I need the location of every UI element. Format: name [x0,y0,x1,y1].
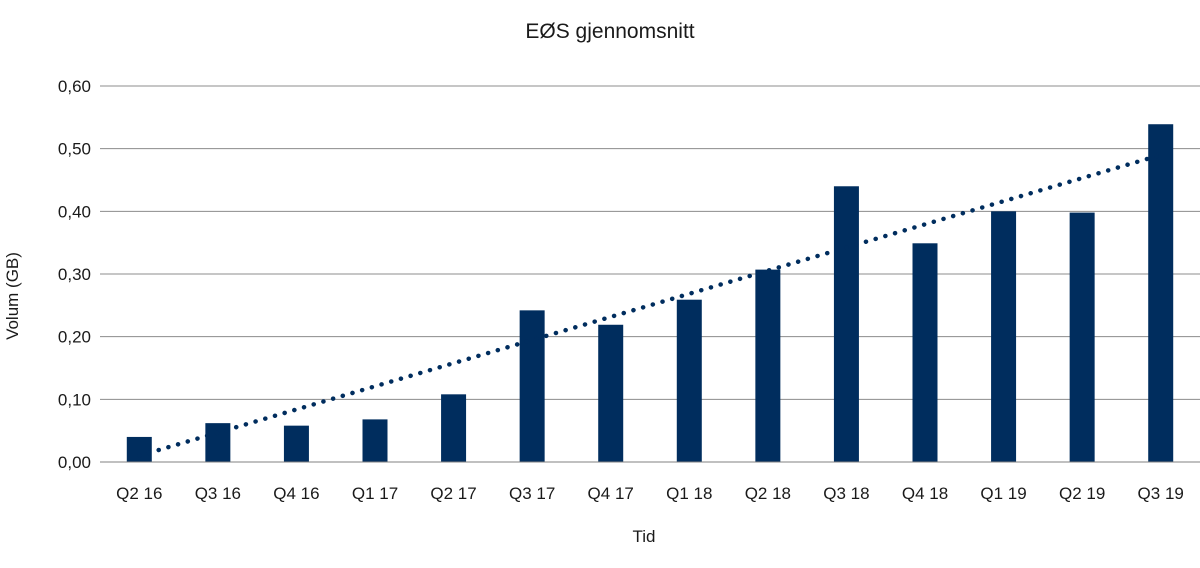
x-tick-label: Q3 18 [823,484,869,503]
y-tick-label: 0,30 [58,265,91,284]
x-tick-label: Q2 19 [1059,484,1105,503]
chart-title: EØS gjennomsnitt [525,20,694,43]
x-tick-label: Q4 18 [902,484,948,503]
y-axis-title: Volum (GB) [3,252,22,340]
x-tick-label: Q3 19 [1138,484,1184,503]
y-tick-label: 0,50 [58,140,91,159]
bar [283,425,309,462]
x-tick-label: Q1 19 [980,484,1026,503]
x-tick-label: Q4 17 [588,484,634,503]
bar [1148,124,1174,462]
bar [362,419,388,462]
x-tick-label: Q3 17 [509,484,555,503]
bar [912,243,938,462]
bar [1069,212,1095,462]
bar [519,310,545,462]
bar [676,299,702,462]
y-tick-label: 0,10 [58,390,91,409]
x-tick-label: Q4 16 [273,484,319,503]
bar [441,394,467,462]
y-tick-label: 0,60 [58,77,91,96]
bars [126,124,1174,462]
bar [991,211,1017,462]
y-tick-label: 0,20 [58,328,91,347]
x-tick-label: Q2 16 [116,484,162,503]
y-axis-ticks: 0,00 0,10 0,20 0,30 0,40 0,50 0,60 [58,77,91,472]
bar [126,436,152,462]
gridlines [100,85,1200,400]
y-tick-label: 0,40 [58,202,91,221]
trendline-line [137,152,1163,458]
x-tick-label: Q3 16 [195,484,241,503]
x-tick-label: Q2 17 [430,484,476,503]
bar [833,186,859,462]
x-tick-label: Q1 17 [352,484,398,503]
y-tick-label: 0,00 [58,453,91,472]
x-tick-label: Q1 18 [666,484,712,503]
x-tick-label: Q2 18 [745,484,791,503]
bar [755,269,781,462]
trendline [137,152,1163,458]
bar [598,324,624,462]
x-axis-ticks: Q2 16 Q3 16 Q4 16 Q1 17 Q2 17 Q3 17 Q4 17 Q1 18… [116,484,1184,503]
x-axis-title: Tid [633,527,656,546]
